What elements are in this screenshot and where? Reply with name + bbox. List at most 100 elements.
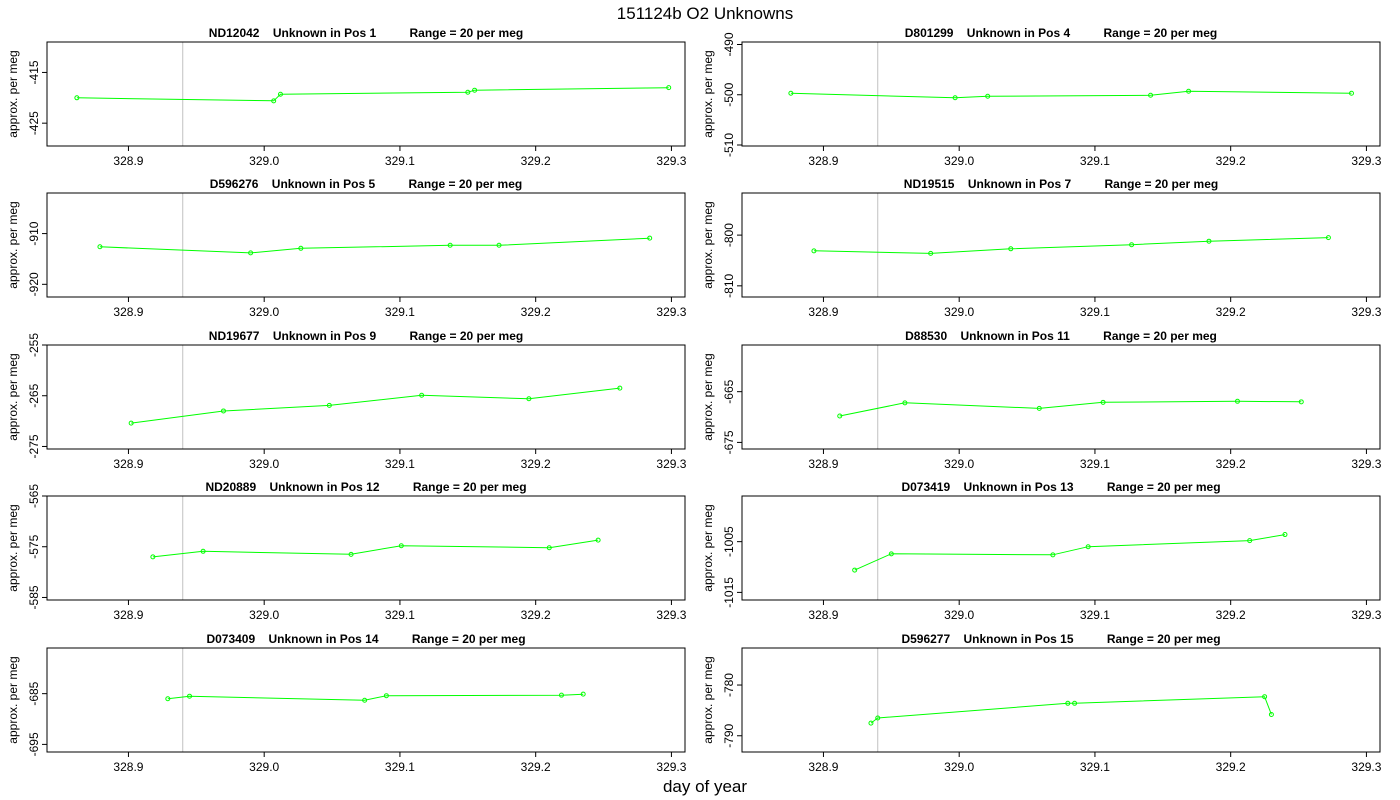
panel-nd19515-y-tick-label: -810 xyxy=(722,274,736,298)
panel-nd20889-data-point xyxy=(398,543,404,549)
panel-d073419-data-point xyxy=(1247,538,1253,544)
panel-d073409-series-line xyxy=(167,693,584,701)
panel-nd12042-x-tick-label: 329.1 xyxy=(385,154,415,168)
panel-d596276-x-tick-label: 329.3 xyxy=(656,305,686,319)
panel-d596276-x-tick-label: 328.9 xyxy=(113,305,143,319)
panel-nd20889-y-tick-label: -585 xyxy=(27,585,41,609)
panel-d88530-data-point xyxy=(1036,405,1042,411)
panel-d88530-data-point xyxy=(837,413,843,419)
panel-d801299-y-axis-label: approx. per meg xyxy=(701,50,715,137)
panel-d596277-data-point xyxy=(868,720,874,726)
panel-d073409-data-point xyxy=(580,691,586,697)
panel-d596276-x-tick-label: 329.0 xyxy=(249,305,279,319)
panel-nd19677-y-tick-label: -275 xyxy=(27,434,41,458)
panel-nd19677-data-point xyxy=(128,420,134,426)
panel-nd19677: ND19677 Unknown in Pos 9 Range = 20 per … xyxy=(6,329,687,471)
panel-d88530-data-point xyxy=(1100,399,1106,405)
panel-d88530-x-tick-label: 328.9 xyxy=(808,457,838,471)
panel-d596276-data-point xyxy=(496,242,502,248)
panel-d596277-title: D596277 Unknown in Pos 15 Range = 20 per… xyxy=(901,632,1220,646)
panel-d596276-y-tick-label: -920 xyxy=(27,272,41,296)
panel-nd19515-title: ND19515 Unknown in Pos 7 Range = 20 per … xyxy=(904,177,1218,191)
panel-d596277-x-tick-label: 329.1 xyxy=(1080,760,1110,774)
panel-nd19515-y-axis-label: approx. per meg xyxy=(701,201,715,288)
panel-nd20889-x-tick-label: 329.2 xyxy=(521,608,551,622)
panel-d073409-data-point xyxy=(362,697,368,703)
panel-nd12042-x-tick-label: 329.3 xyxy=(656,154,686,168)
panel-d801299-y-tick-label: -490 xyxy=(722,32,736,56)
panel-nd19677-data-point xyxy=(326,402,332,408)
panel-nd20889-plot-frame xyxy=(46,495,686,601)
panel-d073409-x-tick-label: 329.3 xyxy=(656,760,686,774)
panel-nd19677-plot-frame xyxy=(46,344,686,450)
panel-d596277-x-tick-label: 328.9 xyxy=(808,760,838,774)
panel-d596277-y-axis-label: approx. per meg xyxy=(701,656,715,743)
panel-nd12042-data-point xyxy=(666,85,672,91)
panel-nd12042-y-axis-label: approx. per meg xyxy=(6,50,20,137)
panel-d073409-y-tick-label: -695 xyxy=(27,732,41,756)
panel-d801299-y-tick-label: -510 xyxy=(722,133,736,157)
panel-nd19677-x-tick-label: 329.1 xyxy=(385,457,415,471)
panel-d596277-x-tick-label: 329.0 xyxy=(944,760,974,774)
panel-nd19677-x-tick-label: 329.2 xyxy=(521,457,551,471)
panel-d073419-data-point xyxy=(852,567,858,573)
panel-nd12042-x-tick-label: 329.0 xyxy=(249,154,279,168)
panel-nd20889-x-tick-label: 329.1 xyxy=(385,608,415,622)
panel-nd12042-title: ND12042 Unknown in Pos 1 Range = 20 per … xyxy=(209,26,523,40)
panel-nd19677-data-point xyxy=(526,396,532,402)
panel-d073419-x-tick-label: 329.1 xyxy=(1080,608,1110,622)
panel-d596277-y-tick-label: -790 xyxy=(722,723,736,747)
panel-nd19515: ND19515 Unknown in Pos 7 Range = 20 per … xyxy=(701,177,1382,319)
panel-nd19677-y-tick-label: -265 xyxy=(27,383,41,407)
panel-nd12042-x-tick-label: 329.2 xyxy=(521,154,551,168)
panel-d801299-title: D801299 Unknown in Pos 4 Range = 20 per … xyxy=(905,26,1217,40)
panel-d073409-plot-frame xyxy=(46,647,686,753)
panel-d596277-x-tick-label: 329.2 xyxy=(1216,760,1246,774)
panel-d88530: D88530 Unknown in Pos 11 Range = 20 per … xyxy=(701,329,1382,471)
panel-d073409-data-point xyxy=(558,692,564,698)
panel-nd12042-x-tick-label: 328.9 xyxy=(113,154,143,168)
panel-nd19677-y-tick-label: -255 xyxy=(27,333,41,357)
panel-d801299-y-tick-label: -500 xyxy=(722,82,736,106)
panel-d596276-data-point xyxy=(248,250,254,256)
panel-nd19515-x-tick-label: 329.2 xyxy=(1216,305,1246,319)
panel-nd20889-data-point xyxy=(348,551,354,557)
panel-d596276-series-line xyxy=(99,237,650,254)
panel-d073409-x-tick-label: 329.0 xyxy=(249,760,279,774)
panel-nd19677-data-point xyxy=(220,408,226,414)
panel-d88530-y-tick-label: -675 xyxy=(722,430,736,454)
panel-nd12042: ND12042 Unknown in Pos 1 Range = 20 per … xyxy=(6,26,687,168)
panel-d596276-x-tick-label: 329.2 xyxy=(521,305,551,319)
panel-d596276-data-point xyxy=(298,245,304,251)
panel-d596276-x-tick-label: 329.1 xyxy=(385,305,415,319)
panel-d801299: D801299 Unknown in Pos 4 Range = 20 per … xyxy=(701,26,1382,168)
panel-d88530-data-point xyxy=(1298,399,1304,405)
panel-d596277-plot-frame xyxy=(741,647,1381,753)
panel-d596276-data-point xyxy=(647,235,653,241)
panel-nd19677-x-tick-label: 329.0 xyxy=(249,457,279,471)
panel-nd20889-title: ND20889 Unknown in Pos 12 Range = 20 per… xyxy=(205,480,526,494)
panel-nd19515-series-line xyxy=(813,237,1329,254)
panel-nd19515-x-tick-label: 328.9 xyxy=(808,305,838,319)
panel-d88530-x-tick-label: 329.1 xyxy=(1080,457,1110,471)
panel-d596277-data-point xyxy=(1262,694,1268,700)
panel-d073419-x-tick-label: 329.3 xyxy=(1351,608,1381,622)
panel-d073419-data-point xyxy=(888,551,894,557)
panel-d801299-x-tick-label: 329.3 xyxy=(1351,154,1381,168)
panel-d073409-x-tick-label: 329.2 xyxy=(521,760,551,774)
panel-d801299-x-tick-label: 329.1 xyxy=(1080,154,1110,168)
panel-d801299-plot-frame xyxy=(741,41,1381,147)
panel-nd19515-x-tick-label: 329.3 xyxy=(1351,305,1381,319)
panel-nd12042-plot-frame xyxy=(46,41,686,147)
panel-d596277-x-tick-label: 329.3 xyxy=(1351,760,1381,774)
panel-d801299-data-point xyxy=(1186,88,1192,94)
panel-d073419-plot-frame xyxy=(741,495,1381,601)
panel-d596277-series-line xyxy=(870,696,1272,724)
panels-group: ND12042 Unknown in Pos 1 Range = 20 per … xyxy=(6,26,1382,774)
panel-d073419-y-tick-label: -1015 xyxy=(722,577,736,608)
panel-d801299-series-line xyxy=(790,90,1352,99)
panel-nd19515-y-tick-label: -800 xyxy=(722,223,736,247)
panel-d88530-x-tick-label: 329.3 xyxy=(1351,457,1381,471)
panel-nd19515-data-point xyxy=(1206,238,1212,244)
